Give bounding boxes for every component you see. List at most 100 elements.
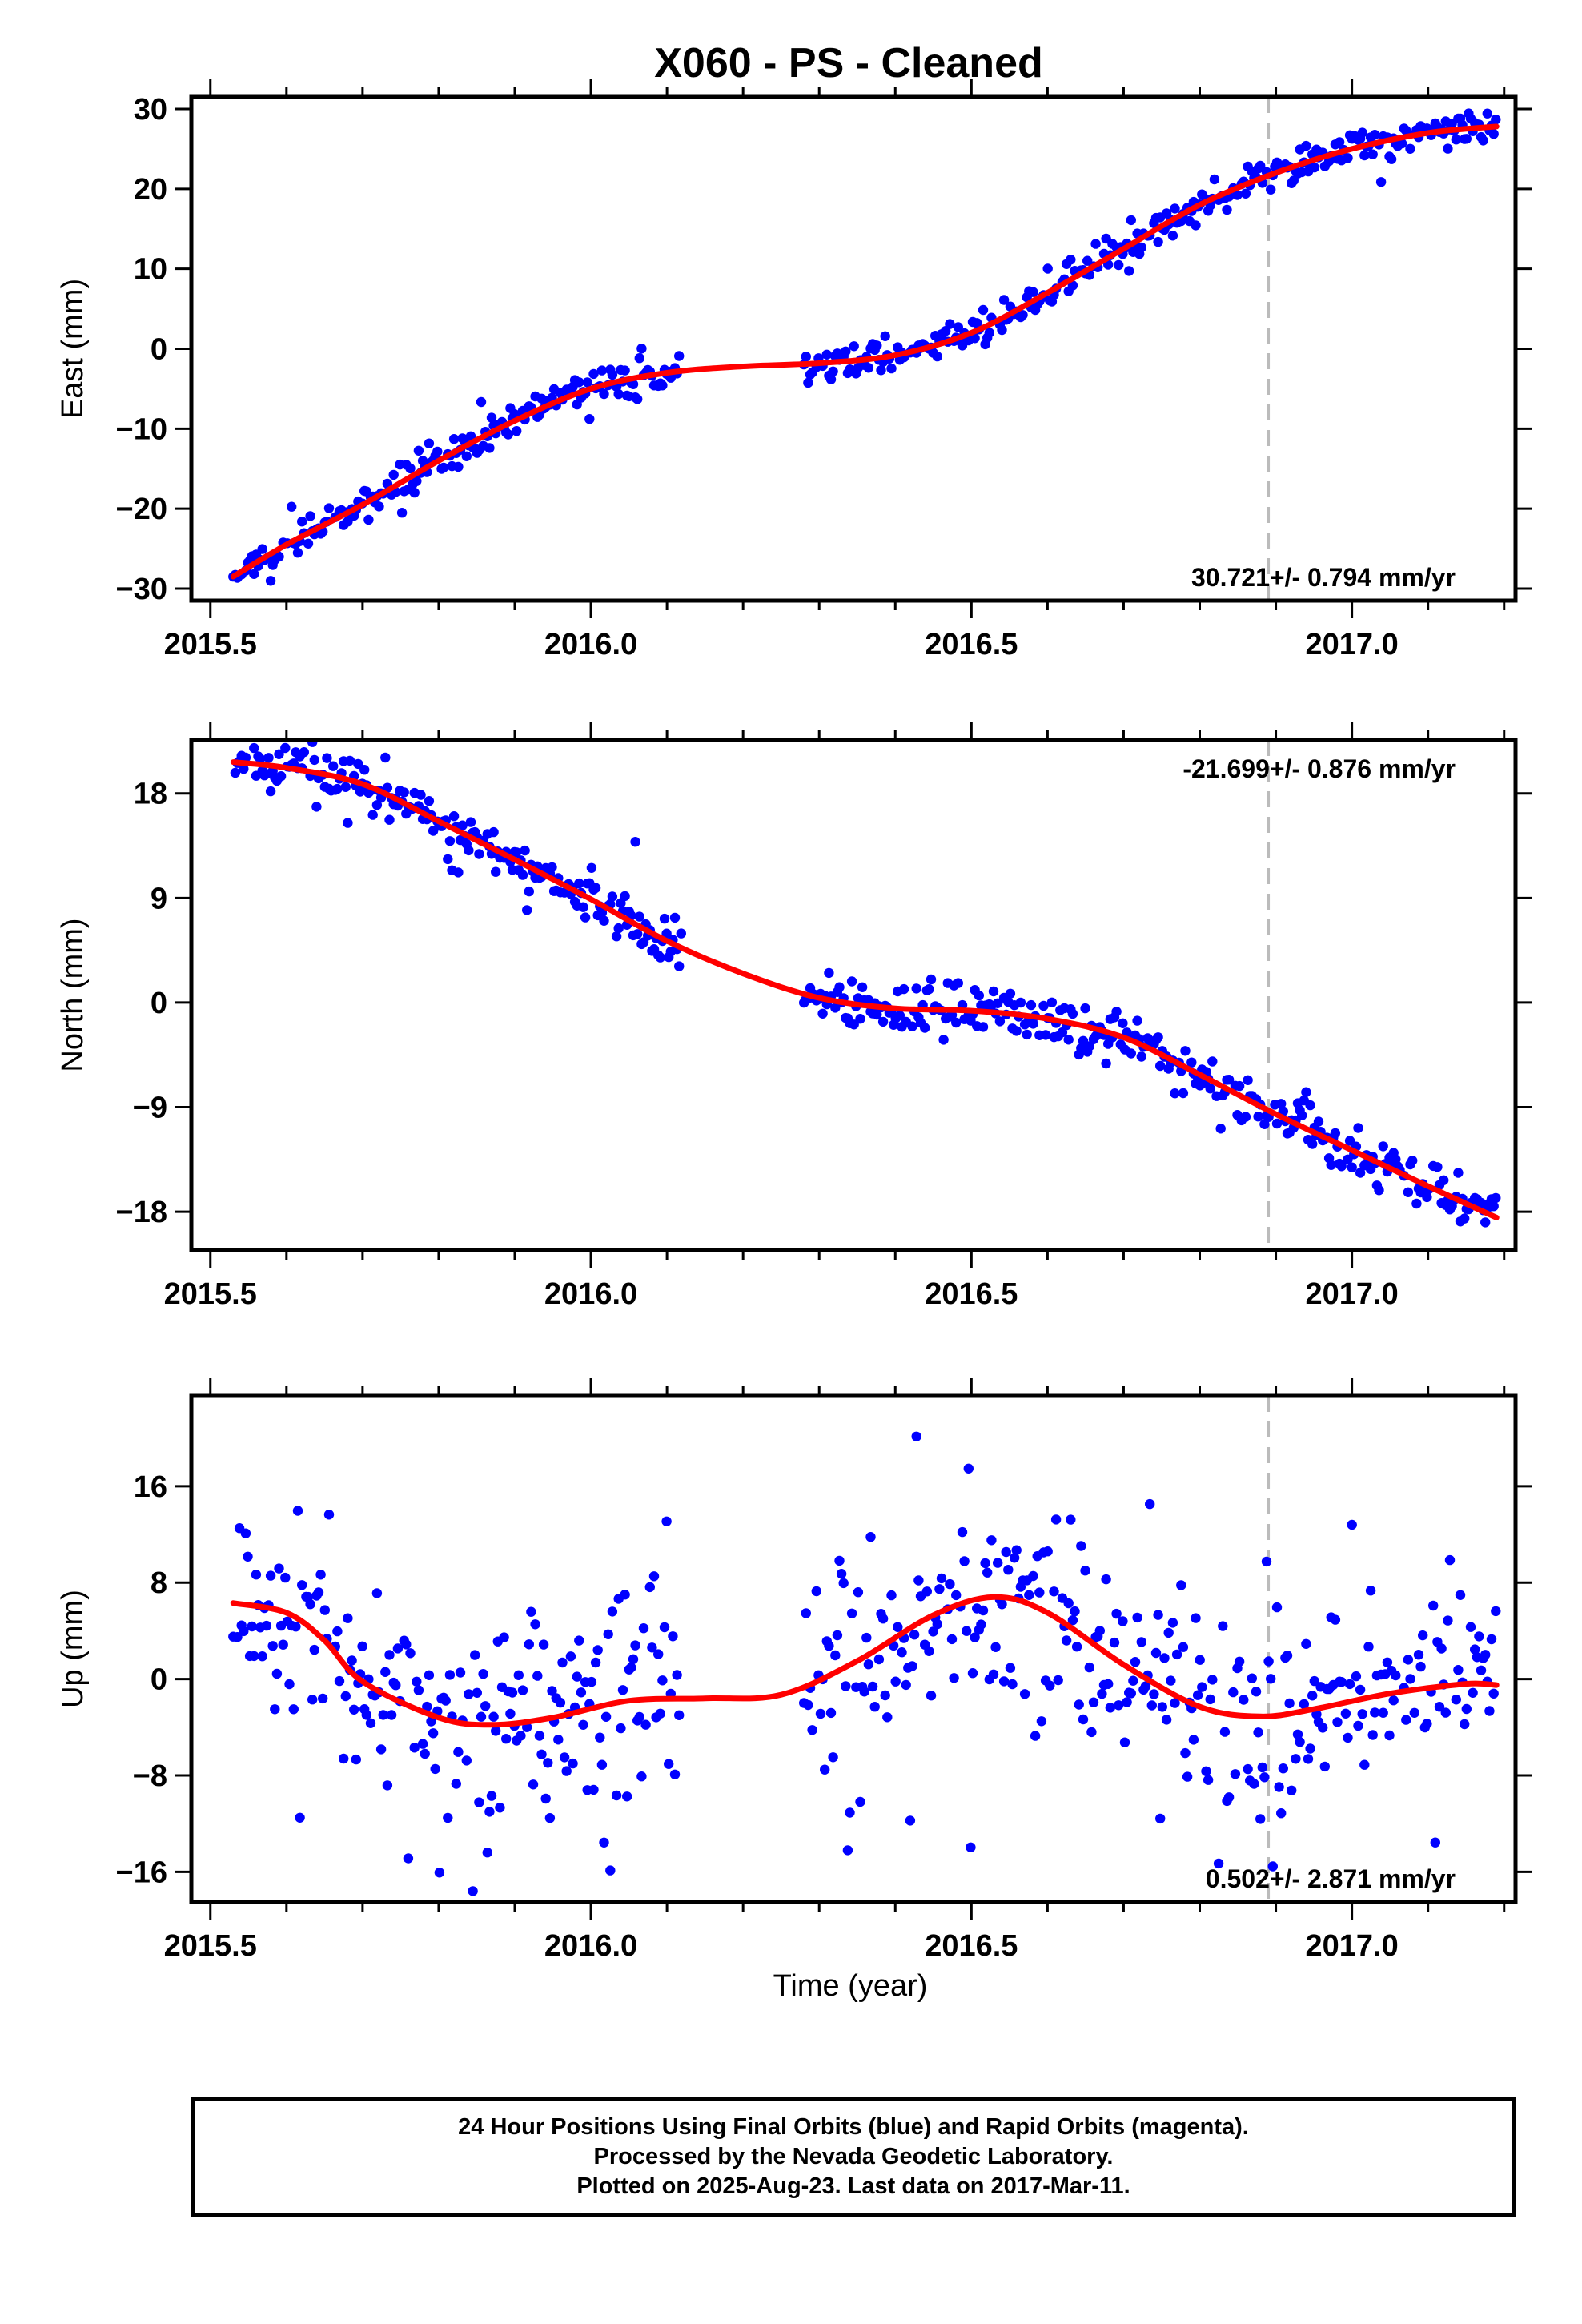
data-point (1411, 1198, 1422, 1209)
data-point (1022, 1029, 1032, 1040)
data-point (1355, 1684, 1366, 1695)
data-point (872, 1009, 882, 1020)
data-point (412, 476, 422, 486)
data-point (832, 1630, 843, 1641)
data-point (817, 1008, 828, 1019)
data-point (391, 1680, 401, 1691)
data-point (1480, 1217, 1491, 1228)
data-point (1239, 1695, 1249, 1705)
data-point (1415, 1661, 1426, 1672)
data-point (976, 1619, 986, 1630)
data-point (877, 1614, 889, 1624)
data-point (265, 786, 276, 797)
data-point (824, 967, 834, 979)
data-point (1309, 1675, 1320, 1687)
data-point (367, 810, 378, 820)
data-point (543, 1758, 553, 1768)
data-point (803, 1699, 813, 1711)
data-point (315, 1570, 326, 1580)
data-point (1084, 1662, 1095, 1673)
data-point (990, 1642, 1001, 1652)
data-point (288, 1704, 299, 1715)
data-point (249, 742, 259, 754)
data-point (1378, 1141, 1388, 1152)
data-point (540, 1793, 551, 1804)
data-point (634, 911, 644, 922)
data-point (503, 429, 513, 440)
data-point (307, 1695, 318, 1705)
data-point (634, 1711, 644, 1723)
y-tick-label: −30 (116, 573, 167, 606)
data-point (1430, 1837, 1441, 1848)
data-point (986, 1535, 997, 1546)
data-point (1451, 1695, 1462, 1705)
x-tick-label: 2016.0 (544, 1929, 637, 1963)
data-point (1215, 1124, 1226, 1134)
data-point (1240, 188, 1251, 199)
data-point (953, 978, 964, 988)
data-point (1155, 1813, 1166, 1824)
data-point (970, 1632, 980, 1642)
data-point (1451, 135, 1462, 145)
data-point (1066, 1514, 1076, 1525)
data-point (886, 1590, 897, 1601)
data-point (461, 1755, 472, 1766)
data-point (801, 352, 811, 362)
data-point (661, 928, 672, 939)
data-point (953, 322, 964, 332)
data-point (1480, 1650, 1491, 1660)
data-point (534, 1731, 545, 1741)
data-point (926, 974, 937, 985)
data-point (343, 1613, 353, 1623)
data-point (517, 1685, 528, 1695)
data-point (1191, 1613, 1201, 1623)
data-point (1470, 1644, 1480, 1655)
data-point (1011, 1026, 1022, 1036)
data-point (1019, 1689, 1030, 1699)
data-point (451, 1779, 461, 1789)
data-point (1063, 1598, 1074, 1609)
data-point (274, 1563, 284, 1574)
data-point (1132, 1612, 1142, 1623)
data-point (561, 1766, 572, 1776)
data-point (1176, 1580, 1186, 1590)
data-point (599, 1837, 609, 1848)
data-point (495, 1803, 505, 1813)
data-point (249, 1651, 259, 1662)
data-point (1357, 1709, 1367, 1719)
data-point (1291, 1754, 1301, 1764)
data-point (1266, 1674, 1276, 1684)
data-point (1384, 1730, 1395, 1741)
data-point (1094, 1626, 1106, 1636)
panel-east: 2015.5 2016.0 2016.5 2017.0 −30 −20 −10 0 10 20 30… (56, 79, 1532, 661)
data-point (644, 1582, 655, 1593)
data-point (857, 982, 868, 993)
data-point (886, 363, 897, 374)
data-point (1253, 1112, 1263, 1122)
data-point (926, 1691, 937, 1701)
data-point (1267, 1861, 1279, 1872)
data-point (1053, 1675, 1063, 1686)
data-point (1386, 154, 1397, 164)
x-axis-title: Time (year) (773, 1969, 928, 2003)
data-point (1259, 1119, 1270, 1130)
data-point (478, 1669, 488, 1679)
data-point (299, 747, 309, 758)
data-point (1301, 1087, 1311, 1097)
data-point (1326, 1160, 1336, 1170)
data-point (1318, 1723, 1328, 1733)
data-point (378, 1710, 388, 1720)
data-point (825, 374, 837, 384)
data-point (1374, 1185, 1384, 1196)
y-tick-label: 0 (151, 1663, 167, 1697)
data-point (1276, 1099, 1287, 1109)
panel-north: 2015.5 2016.0 2016.5 2017.0 −18 −9 0 9 18 North (… (56, 722, 1532, 1311)
data-point (1170, 1088, 1180, 1099)
data-point (399, 787, 409, 798)
caption-line-2: Processed by the Nevada Geodetic Laborat… (593, 2143, 1114, 2169)
data-point (1149, 1689, 1159, 1699)
data-point (1292, 1729, 1303, 1739)
data-point (841, 1681, 851, 1691)
data-point (1080, 1566, 1090, 1576)
data-point (484, 443, 495, 453)
